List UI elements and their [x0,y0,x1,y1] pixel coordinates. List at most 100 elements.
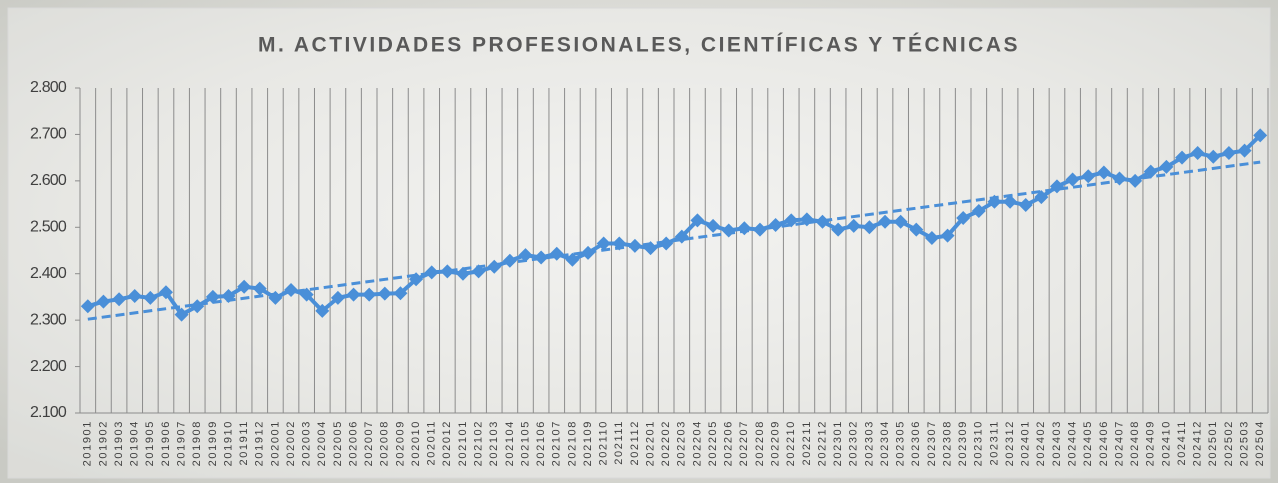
marker [643,241,658,256]
x-tick-label: 202105 [519,420,531,466]
x-tick-label: 202109 [582,420,594,466]
x-tick-label: 202202 [660,420,672,466]
x-tick-label: 202003 [301,420,313,466]
x-tick-label: 202006 [347,420,359,466]
marker [737,221,752,236]
x-tick-label: 202305 [895,420,907,466]
marker [471,264,486,279]
x-tick-label: 202308 [941,420,953,466]
marker [596,236,611,251]
x-tick-label: 202001 [269,420,281,466]
marker [956,211,971,225]
x-tick-label: 201909 [207,420,219,466]
marker [502,253,517,268]
marker [1175,150,1190,165]
x-tick-label: 201907 [176,420,188,466]
y-tick-label: 2.600 [30,172,67,189]
x-tick-label: 202309 [957,420,969,466]
x-tick-label: 202206 [723,420,735,466]
marker [971,204,986,219]
x-tick-label: 202303 [863,420,875,466]
marker [112,292,127,307]
x-tick-label: 202311 [988,420,1000,466]
marker [252,281,267,296]
y-tick-label: 2.800 [30,79,67,96]
x-tick-label: 202212 [816,420,828,466]
marker [440,264,455,279]
x-tick-label: 202209 [770,420,782,466]
marker [1159,159,1174,174]
y-tick-label: 2.500 [30,219,67,236]
marker [1221,146,1236,160]
x-tick-label: 202405 [1082,420,1094,466]
marker [455,266,470,281]
marker [768,217,783,232]
marker [1253,128,1268,143]
x-tick-label: 202304 [879,420,891,466]
x-tick-label: 202107 [551,420,563,466]
marker [721,223,736,238]
marker [924,230,939,245]
x-tick-label: 202410 [1160,420,1172,466]
x-tick-label: 202409 [1145,420,1157,466]
marker [330,290,345,305]
marker [284,282,299,297]
marker [143,290,158,305]
marker [1034,190,1049,205]
marker [127,289,142,303]
marker [487,259,502,274]
x-tick-label: 202005 [332,420,344,466]
marker [299,287,314,302]
x-tick-label: 202204 [691,420,703,466]
marker [909,222,924,237]
marker [409,272,424,287]
x-tick-label: 202411 [1176,420,1188,466]
marker [518,248,533,263]
x-tick-label: 202407 [1113,420,1125,466]
marker [362,287,377,302]
x-tick-label: 202205 [707,420,719,466]
x-tick-label: 202301 [832,420,844,466]
marker [221,289,236,303]
marker [674,229,689,244]
marker [393,286,408,301]
x-tick-label: 202201 [644,420,656,466]
marker [1018,198,1033,212]
marker [315,303,330,318]
marker [549,246,564,261]
y-tick-label: 2.700 [30,126,67,143]
y-tick-label: 2.200 [30,358,67,375]
x-tick-label: 202112 [629,420,641,466]
marker [377,286,392,301]
x-tick-label: 201905 [144,420,156,466]
y-tick-label: 2.300 [30,311,67,328]
y-tick-label: 2.400 [30,265,67,282]
x-tick-label: 202412 [1192,420,1204,466]
x-tick-label: 202002 [285,420,297,466]
marker [706,218,721,233]
x-tick-label: 202004 [316,420,328,466]
x-tick-label: 202310 [973,420,985,466]
x-tick-label: 202406 [1098,420,1110,466]
marker [846,218,861,233]
x-tick-label: 202504 [1254,420,1266,466]
x-tick-label: 202302 [848,420,860,466]
x-tick-label: 201906 [160,420,172,466]
marker [940,228,955,243]
x-tick-label: 202211 [801,420,813,466]
x-tick-label: 201911 [238,420,250,466]
marker [1190,146,1205,160]
x-tick-label: 202502 [1223,420,1235,466]
marker [799,212,814,227]
marker [1003,194,1018,209]
x-tick-label: 202403 [1051,420,1063,466]
x-tick-label: 202501 [1207,420,1219,466]
marker [627,238,642,253]
marker [1096,165,1111,180]
x-tick-label: 202009 [394,420,406,466]
marker [565,252,580,267]
marker [862,220,877,235]
marker [659,236,674,251]
marker [237,279,252,294]
marker [346,287,361,302]
